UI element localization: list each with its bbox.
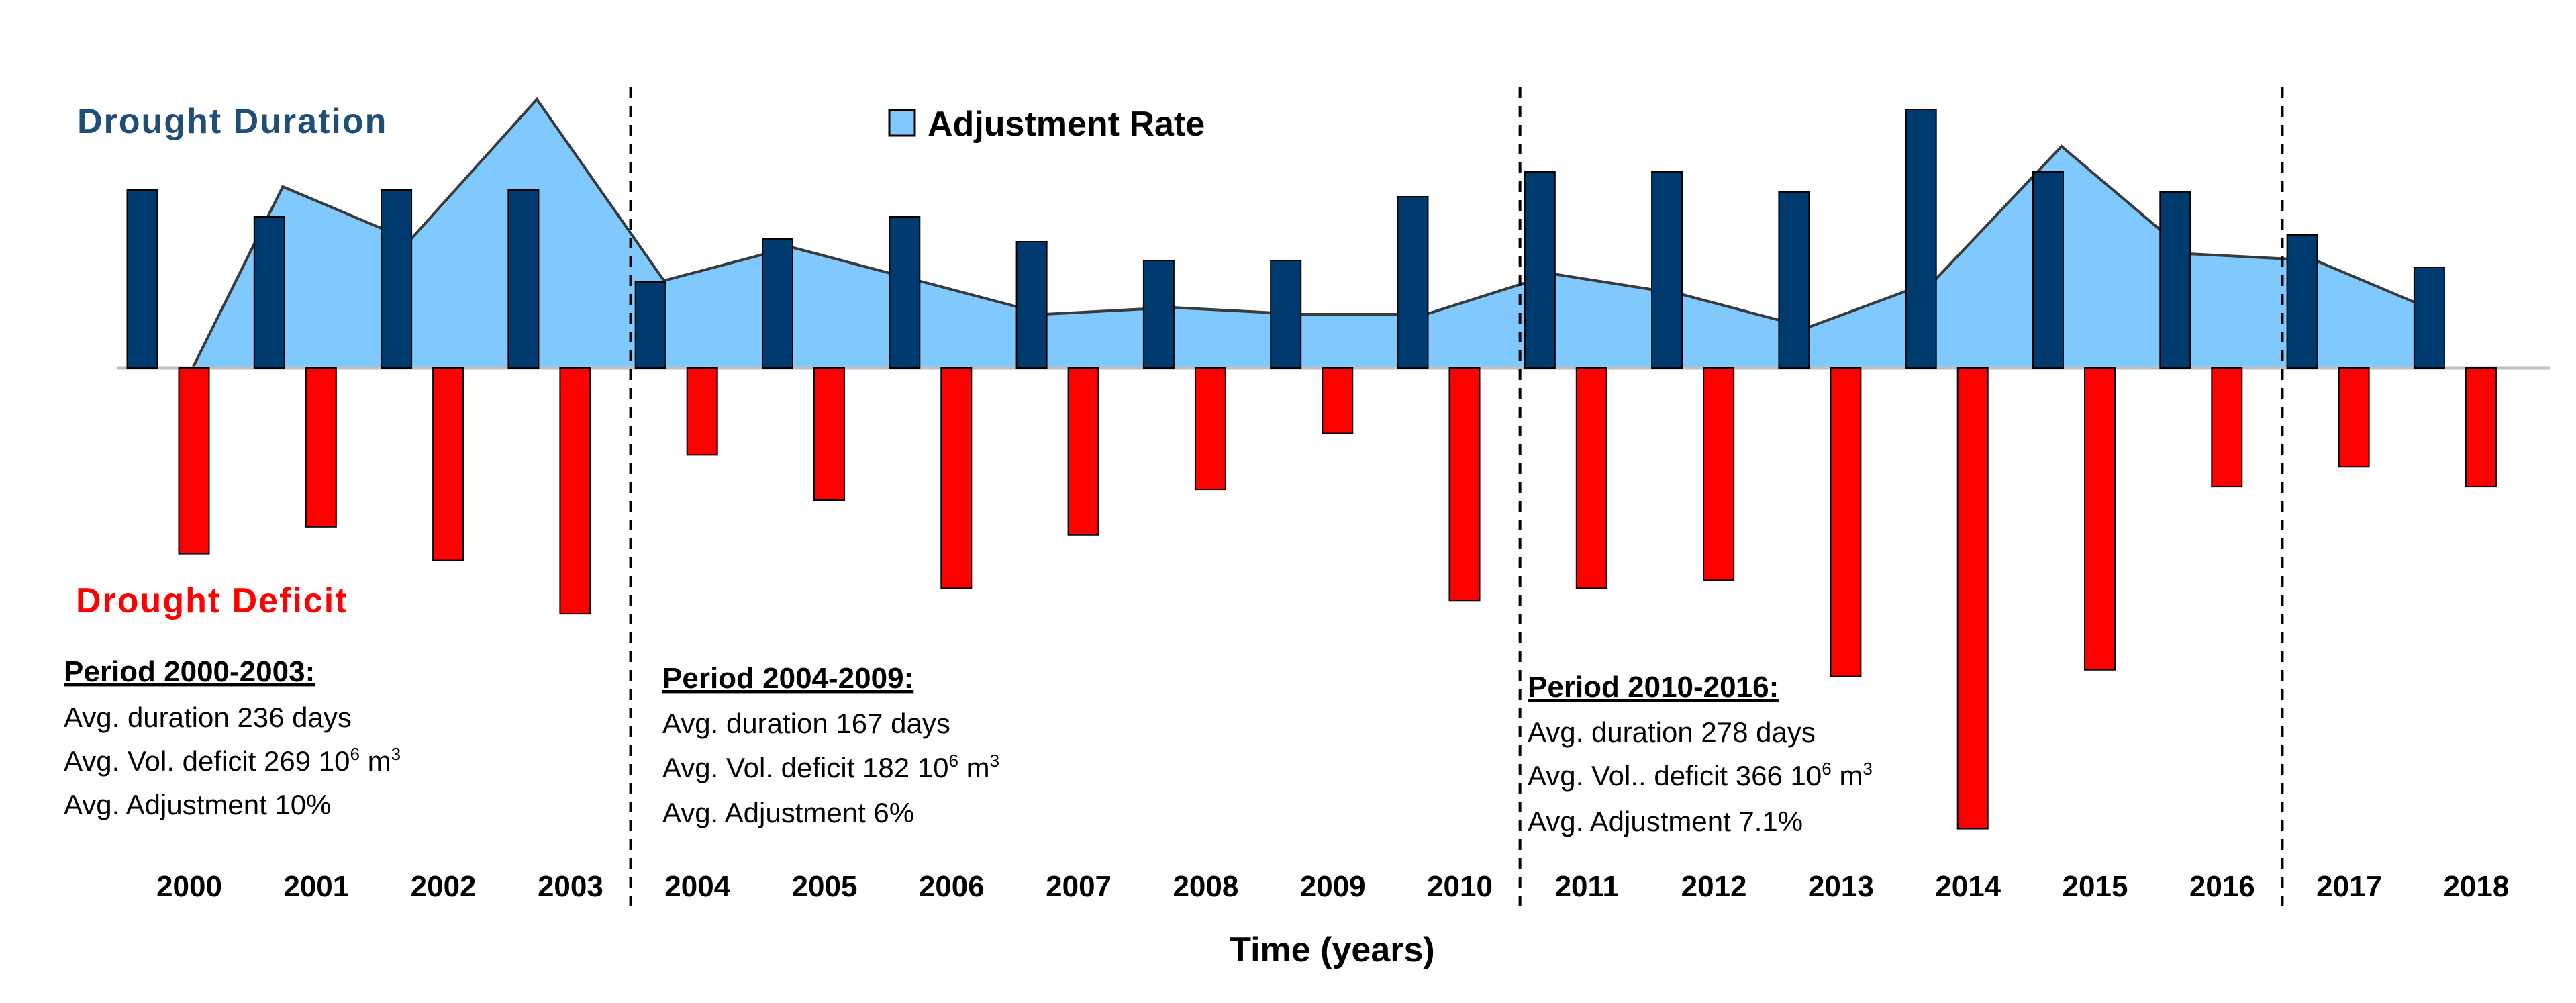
x-tick-label-2015: 2015 [2063,870,2128,903]
deficit-bar-2018 [2465,367,2497,488]
deficit-unit-exponent: 3 [990,751,999,771]
x-tick-label-2011: 2011 [1555,870,1619,903]
period-deficit: Avg. Vol. deficit 182 106 m3 [662,751,999,783]
period-deficit: Avg. Vol.. deficit 366 106 m3 [1528,759,1873,792]
period-annotation: Period 2000-2003: Avg. duration 236 days… [64,655,401,820]
deficit-bar-2012 [1703,367,1735,581]
x-tick-label-2003: 2003 [538,870,603,903]
deficit-bar-2002 [432,367,464,561]
deficit-bar-2005 [813,367,845,502]
x-tick-label-2008: 2008 [1173,870,1238,903]
deficit-exponent: 6 [350,744,360,764]
deficit-bar-2013 [1830,367,1862,677]
deficit-unit-exponent: 3 [391,744,401,764]
deficit-exponent: 6 [1822,759,1831,779]
period-annotation: Period 2010-2016: Avg. duration 278 days… [1528,671,1873,837]
deficit-bar-2009 [1322,367,1354,434]
x-tick-label-2004: 2004 [664,870,730,903]
x-tick-label-2014: 2014 [1935,870,2001,903]
deficit-bar-2011 [1575,367,1607,589]
x-tick-label-2000: 2000 [156,870,222,903]
duration-bar-2003 [507,189,540,369]
x-tick-label-2006: 2006 [919,870,985,903]
legend-label-adjustment-rate: Adjustment Rate [928,105,1205,144]
duration-bar-2011 [1524,171,1556,369]
x-tick-label-2007: 2007 [1046,870,1111,903]
duration-bar-2017 [2286,234,2318,369]
duration-bar-2004 [634,281,666,369]
x-tick-labels: 2000 2001 2002 2003 2004 2005 2006 2007 2008 2009… [156,870,2509,903]
period-deficit: Avg. Vol. deficit 269 106 m3 [64,744,401,777]
duration-bar-2008 [1142,260,1175,369]
deficit-exponent: 6 [949,751,958,771]
duration-bar-2006 [889,216,921,369]
period-duration: Avg. duration 167 days [662,708,950,739]
legend-swatch-adjustment-rate [888,109,916,137]
deficit-bar-2001 [305,367,337,528]
duration-bar-2000 [126,189,158,369]
period-adjustment: Avg. Adjustment 10% [64,789,331,820]
deficit-bar-2015 [2084,367,2116,671]
x-tick-label-2002: 2002 [411,870,477,903]
duration-bar-2015 [2032,171,2064,369]
x-tick-label-2018: 2018 [2443,870,2509,903]
deficit-bar-2010 [1448,367,1481,602]
x-axis-title: Time (years) [1230,930,1434,969]
deficit-unit-exponent: 3 [1863,759,1872,779]
deficit-bar-2007 [1067,367,1099,536]
deficit-unit: m [1832,760,1863,792]
period-title: Period 2010-2016: [1528,671,1779,704]
deficit-value: Avg. Vol. deficit 269 10 [64,745,350,777]
deficit-unit: m [958,752,990,783]
period-title: Period 2000-2003: [64,655,315,688]
deficit-bar-2017 [2338,367,2370,468]
duration-bar-2016 [2159,191,2191,369]
x-tick-label-2009: 2009 [1300,870,1366,903]
drought-deficit-label: Drought Deficit [76,581,348,620]
deficit-bar-2014 [1956,367,1989,830]
deficit-bar-2000 [178,367,210,555]
duration-bar-2014 [1905,109,1937,369]
x-tick-label-2010: 2010 [1427,870,1493,903]
period-duration: Avg. duration 278 days [1528,716,1816,748]
bar-layer [126,109,2497,830]
period-title: Period 2004-2009: [662,662,913,695]
drought-duration-label: Drought Duration [77,102,387,141]
period-adjustment: Avg. Adjustment 7.1% [1528,806,1803,837]
duration-bar-2010 [1397,196,1429,369]
duration-bar-2005 [762,238,793,369]
duration-bar-2002 [381,189,413,369]
duration-bar-2018 [2413,267,2445,369]
period-annotation: Period 2004-2009: Avg. duration 167 days… [662,662,999,828]
deficit-bar-2008 [1194,367,1226,491]
deficit-unit: m [360,745,391,777]
period-adjustment: Avg. Adjustment 6% [662,797,914,828]
period-duration: Avg. duration 236 days [64,702,352,733]
x-tick-label-2013: 2013 [1808,870,1874,903]
x-tick-label-2005: 2005 [792,870,858,903]
duration-bar-2013 [1778,191,1810,369]
duration-bar-2012 [1651,171,1683,369]
deficit-bar-2006 [940,367,973,589]
duration-bar-2001 [253,216,285,369]
deficit-bar-2016 [2211,367,2243,488]
deficit-bar-2003 [559,367,591,615]
deficit-bar-2004 [686,367,718,456]
x-tick-label-2001: 2001 [283,870,349,903]
duration-bar-2009 [1270,260,1302,369]
x-tick-label-2017: 2017 [2316,870,2382,903]
x-tick-label-2016: 2016 [2189,870,2255,903]
deficit-value: Avg. Vol.. deficit 366 10 [1528,760,1822,792]
deficit-value: Avg. Vol. deficit 182 10 [662,752,949,783]
period-divider-layer [629,87,2284,906]
duration-bar-2007 [1015,241,1048,369]
x-tick-label-2012: 2012 [1681,870,1747,903]
